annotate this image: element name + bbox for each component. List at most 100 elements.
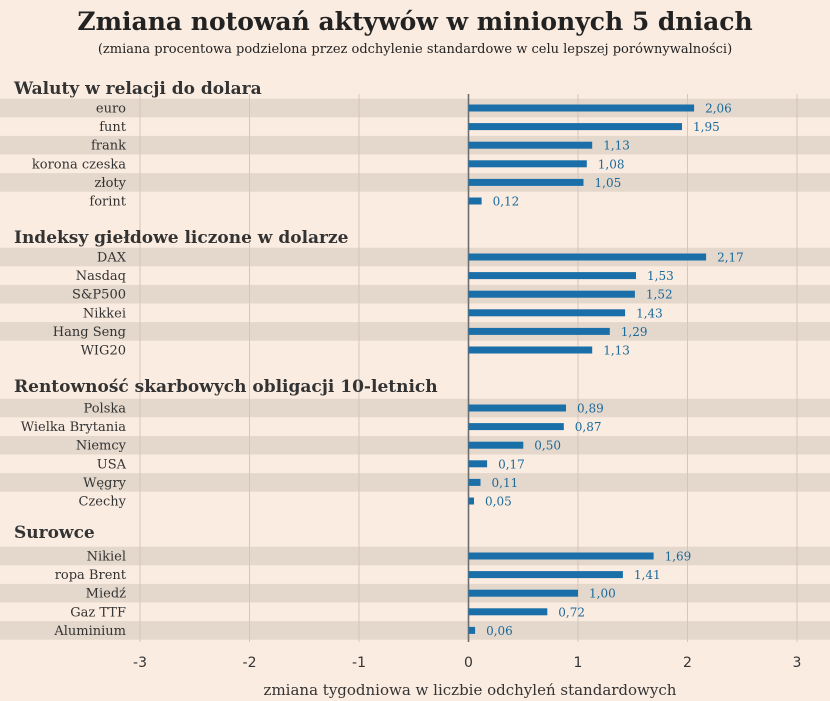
value-label: 1,52 [646,288,673,302]
row-stripe [0,322,830,341]
x-tick-label: 0 [464,655,473,671]
bar [468,309,626,317]
row-label: Miedź [86,587,126,602]
row-stripe [0,435,830,455]
value-label: 0,72 [558,605,585,619]
value-label: 0,06 [486,624,513,638]
value-label: 0,89 [577,402,604,416]
chart-subtitle: (zmiana procentowa podzielona przez odch… [98,42,732,57]
chart-title: Zmiana notowań aktywów w minionych 5 dni… [77,7,752,36]
row-label: Polska [83,402,126,417]
bar [468,272,636,280]
bar [468,571,623,579]
group-title: Rentowność skarbowych obligacji 10-letni… [14,377,438,397]
row-stripes [0,98,830,640]
row-label: frank [91,139,126,154]
row-label: forint [89,195,126,210]
row-label: złoty [95,176,127,191]
value-label: 0,87 [575,420,602,434]
group-title: Waluty w relacji do dolara [13,79,262,99]
value-label: 1,95 [693,120,720,134]
value-label: 2,17 [717,251,744,265]
row-stripe [0,583,830,603]
row-label: Niemcy [76,439,127,454]
row-stripe [0,284,830,304]
bar [468,404,566,412]
bar [468,478,481,486]
bar [468,197,482,205]
value-label: 0,50 [534,439,561,453]
row-label: euro [96,102,126,117]
x-tick-label: -2 [243,655,257,671]
value-label: 1,69 [665,550,692,564]
row-stripe [0,247,830,267]
value-label: 0,17 [498,457,525,471]
row-stripe [0,135,830,155]
value-label: 0,12 [493,195,520,209]
row-label: ropa Brent [55,568,127,583]
group-title: Indeksy giełdowe liczone w dolarze [14,228,349,248]
bar [468,141,593,149]
row-stripe [0,98,830,118]
value-label: 1,05 [595,176,622,190]
bar [468,497,474,505]
group-title: Surowce [14,523,95,543]
row-label: Nikkei [83,306,126,321]
x-tick-label: 1 [574,655,583,671]
row-label: WIG20 [81,344,126,359]
bar [468,608,548,616]
row-label: funt [99,120,127,135]
row-stripe [0,546,830,566]
bar [468,423,564,431]
bar [468,441,524,449]
row-stripe [0,398,830,418]
row-label: Aluminium [53,624,126,639]
labels: Waluty w relacji do dolara euro 2,06 funt 1,… [13,79,744,639]
bar [468,178,584,186]
x-tick-label: 2 [683,655,692,671]
value-label: 1,41 [634,568,661,582]
x-tick-label: 3 [793,655,802,671]
x-tick-label: -1 [352,655,366,671]
row-label: Gaz TTF [70,605,126,620]
row-label: Czechy [79,495,127,510]
value-label: 1,29 [621,325,648,339]
bar [468,327,610,335]
value-label: 1,43 [636,306,663,320]
row-label: Węgry [83,476,127,491]
bar [468,160,587,168]
row-stripe [0,473,830,492]
bar [468,253,707,261]
row-label: Wielka Brytania [21,420,127,435]
value-label: 1,08 [598,157,625,171]
value-label: 1,00 [589,587,616,601]
bar [468,123,682,131]
row-label: Nasdaq [76,269,126,284]
row-label: korona czeska [32,157,126,172]
row-label: S&P500 [72,288,126,303]
bar [468,346,593,354]
x-tick-label: -3 [133,655,147,671]
row-label: DAX [97,251,127,266]
row-stripe [0,621,830,640]
bar [468,589,578,597]
bar [468,290,635,298]
value-label: 1,13 [603,344,630,358]
row-stripe [0,173,830,192]
x-axis: -3 -2 -1 0 1 2 3 [133,655,801,671]
value-label: 1,53 [647,269,674,283]
row-label: Nikiel [87,550,126,565]
value-label: 0,11 [492,476,519,490]
bar [468,460,488,468]
row-label: USA [97,457,127,472]
bar [468,552,654,560]
value-label: 0,05 [485,495,512,509]
x-axis-title: zmiana tygodniowa w liczbie odchyleń sta… [264,681,677,699]
value-label: 2,06 [705,102,732,116]
bar [468,626,476,634]
value-label: 1,13 [603,139,630,153]
row-label: Hang Seng [53,325,126,340]
bar [468,104,695,112]
bars [468,104,707,634]
